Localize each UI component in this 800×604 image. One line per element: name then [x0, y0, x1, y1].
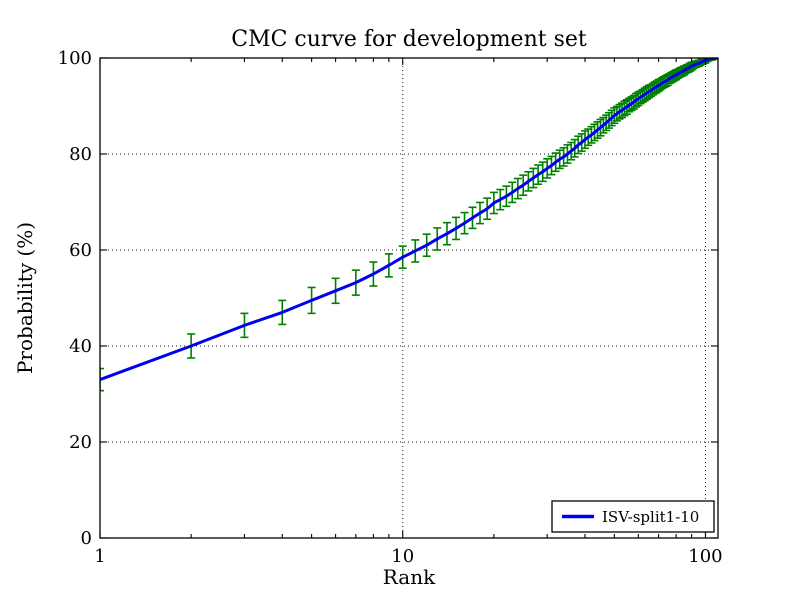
axis-ticks	[99, 57, 718, 539]
y-tick-label: 0	[81, 528, 92, 549]
cmc-curve-line	[100, 58, 718, 382]
legend-label: ISV-split1-10	[602, 508, 699, 526]
plot-border	[99, 57, 719, 539]
grid-lines	[99, 57, 718, 539]
legend: ISV-split1-10	[551, 500, 715, 533]
y-tick-label: 100	[58, 48, 92, 69]
x-tick-label: 10	[391, 546, 414, 567]
y-tick-label: 60	[69, 240, 92, 261]
cmc-curve	[100, 58, 718, 382]
y-tick-label: 20	[69, 432, 92, 453]
x-tick-label: 1	[94, 546, 105, 567]
x-tick-label: 100	[688, 546, 722, 567]
x-tick-labels: 1 10 100	[94, 546, 722, 567]
y-tick-label: 40	[69, 336, 92, 357]
y-axis-label: Probability (%)	[13, 222, 37, 374]
chart-title: CMC curve for development set	[231, 27, 587, 52]
y-tick-labels: 0 20 40 60 80 100	[58, 48, 92, 549]
x-axis-label: Rank	[383, 565, 436, 589]
y-tick-label: 80	[69, 144, 92, 165]
